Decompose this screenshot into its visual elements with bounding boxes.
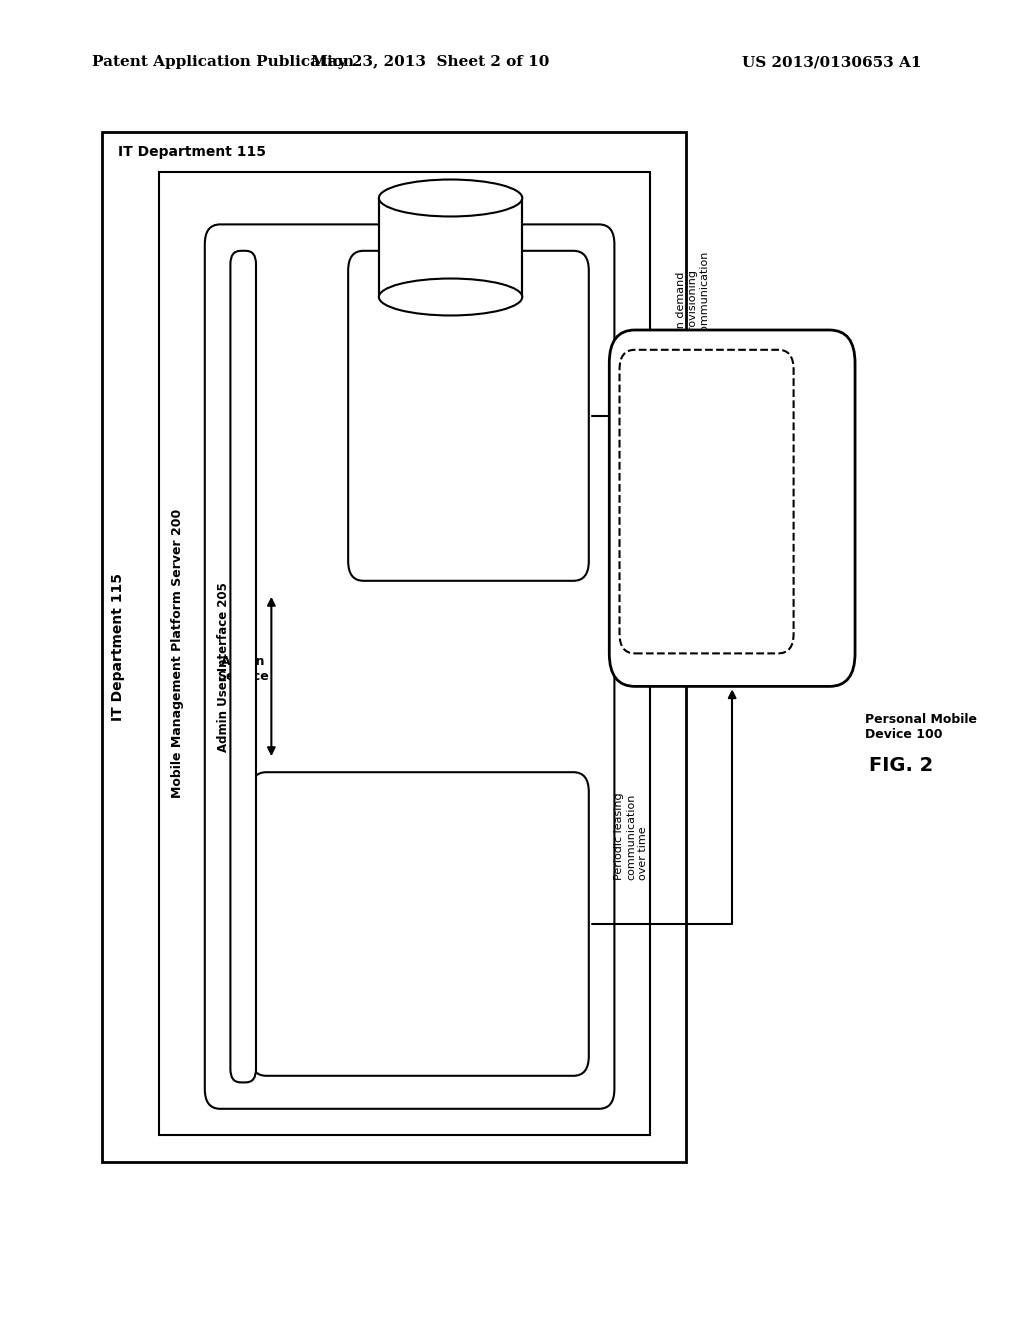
Ellipse shape — [379, 180, 522, 216]
Text: Virtual Phone
Provisioning
Service
215: Virtual Phone Provisioning Service 215 — [421, 387, 516, 445]
Text: Business
Mobile
Device
105: Business Mobile Device 105 — [646, 459, 706, 517]
Bar — [102, 132, 686, 1162]
Text: △: △ — [809, 483, 819, 498]
FancyBboxPatch shape — [251, 772, 589, 1076]
Text: IT Department 115: IT Department 115 — [111, 573, 125, 721]
Text: Mobile
Management
Database
225: Mobile Management Database 225 — [404, 219, 497, 276]
Text: IT Department 115: IT Department 115 — [118, 145, 266, 160]
Text: ≡: ≡ — [808, 430, 820, 444]
Text: May 23, 2013  Sheet 2 of 10: May 23, 2013 Sheet 2 of 10 — [311, 55, 549, 70]
FancyBboxPatch shape — [609, 330, 855, 686]
FancyBboxPatch shape — [205, 224, 614, 1109]
Bar — [379, 198, 522, 297]
FancyBboxPatch shape — [230, 251, 256, 1082]
Text: Admin
Service
210: Admin Service 210 — [217, 655, 269, 698]
Text: Periodic leasing
communication
over time: Periodic leasing communication over time — [614, 792, 647, 879]
Text: Admin User Interface 205: Admin User Interface 205 — [217, 582, 229, 751]
Text: Personal Mobile
Device 100: Personal Mobile Device 100 — [865, 713, 977, 741]
Text: Virtual Phone
Leasing Service
220: Virtual Phone Leasing Service 220 — [365, 903, 475, 945]
Ellipse shape — [379, 279, 522, 315]
Text: Patent Application Publication: Patent Application Publication — [92, 55, 354, 70]
Text: FIG. 2: FIG. 2 — [869, 756, 933, 775]
FancyBboxPatch shape — [348, 251, 589, 581]
Text: Q: Q — [809, 591, 819, 603]
Bar — [159, 172, 650, 1135]
Text: US 2013/0130653 A1: US 2013/0130653 A1 — [742, 55, 922, 70]
FancyBboxPatch shape — [620, 350, 794, 653]
Text: On demand
provisioning
communication: On demand provisioning communication — [676, 251, 709, 337]
Text: ↺: ↺ — [808, 537, 820, 550]
Text: Mobile Management Platform Server 200: Mobile Management Platform Server 200 — [171, 508, 183, 799]
